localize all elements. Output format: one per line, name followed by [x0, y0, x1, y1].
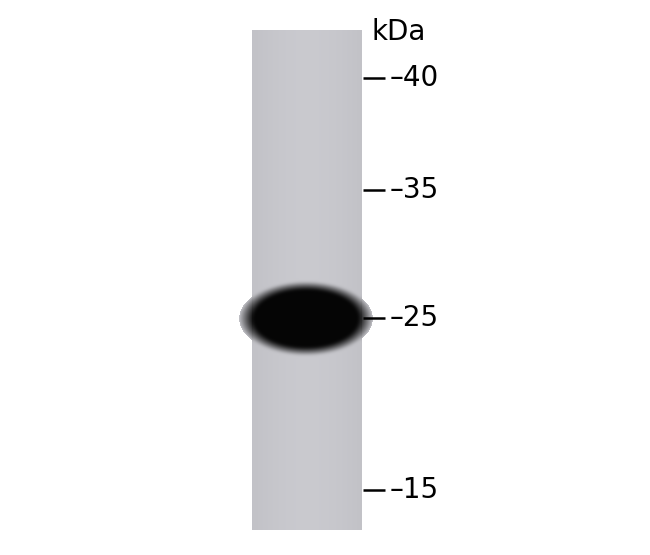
Text: kDa: kDa: [372, 18, 426, 46]
Text: –15: –15: [390, 476, 439, 504]
Text: –35: –35: [390, 176, 439, 204]
Text: –40: –40: [390, 64, 439, 92]
Text: –25: –25: [390, 304, 439, 332]
